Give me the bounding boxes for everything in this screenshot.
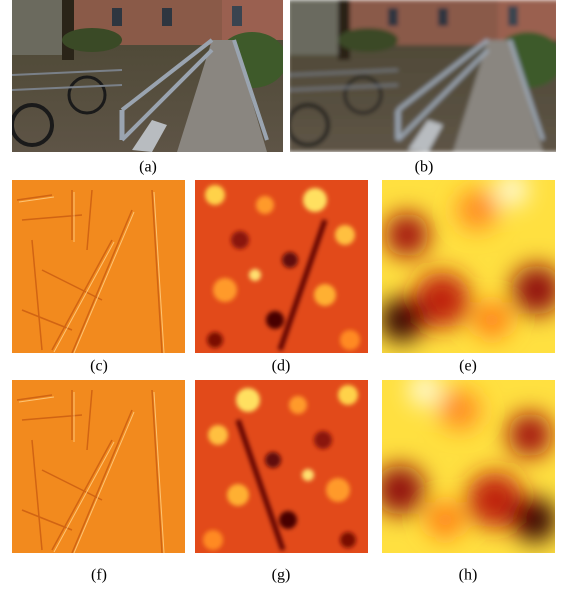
panel-label: (f)	[91, 567, 107, 584]
image-d	[195, 180, 368, 353]
image-b	[288, 0, 561, 152]
panel-label: (a)	[139, 159, 157, 176]
panel-label: (h)	[459, 567, 478, 584]
panel-label: (b)	[415, 159, 434, 176]
image-c	[12, 180, 185, 353]
panel-label: (g)	[272, 567, 291, 584]
panel-label: (c)	[90, 358, 108, 375]
panel-label: (d)	[272, 358, 291, 375]
image-a	[12, 0, 287, 152]
image-e	[380, 175, 561, 353]
image-f	[12, 380, 185, 553]
panel-label: (e)	[459, 358, 477, 375]
image-h	[375, 375, 557, 553]
figure: (a) (b) (c) (d) (e) (f) (g) (h)	[0, 0, 561, 593]
image-g	[195, 380, 368, 553]
